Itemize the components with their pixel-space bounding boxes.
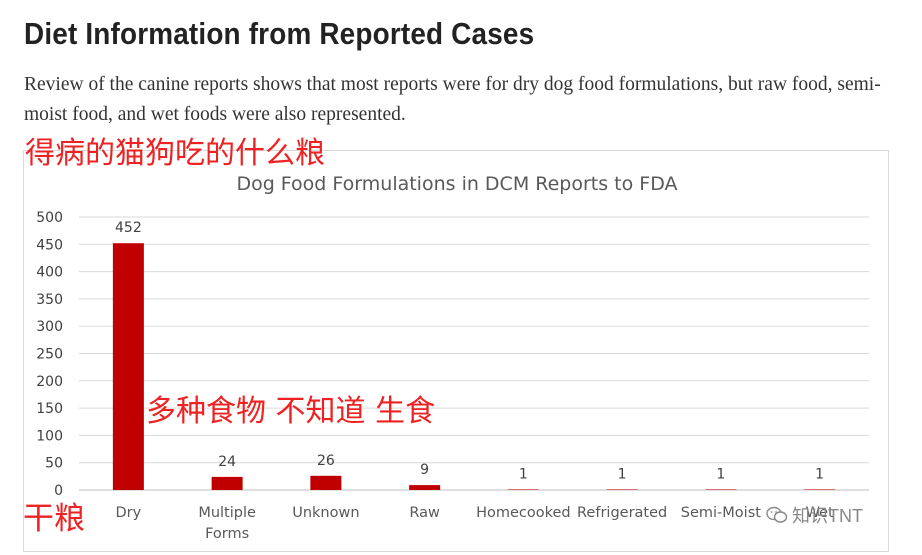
x-tick-label: Forms (205, 526, 249, 542)
annotation-category-labels: 多种食物 不知道 生食 (146, 394, 436, 429)
x-tick-label: Unknown (292, 505, 359, 521)
watermark-text: 知识TNT (792, 506, 863, 526)
y-tick-label: 450 (36, 237, 63, 253)
data-label: 24 (218, 454, 236, 470)
watermark: 知识TNT (766, 502, 863, 528)
chart-frame: Dog Food Formulations in DCM Reports to … (23, 150, 889, 552)
x-tick-label: Wet (806, 505, 834, 521)
data-label: 26 (317, 453, 335, 469)
x-tick-label: Multiple (198, 505, 256, 521)
article-heading: Diet Information from Reported Cases (24, 16, 535, 51)
y-tick-label: 300 (36, 319, 63, 335)
bar-raw (409, 485, 441, 490)
y-tick-label: 50 (45, 456, 63, 472)
bar-homecooked (507, 489, 539, 490)
bar-multiple-forms (211, 476, 243, 490)
bar-refrigerated (606, 489, 638, 490)
wechat-icon (766, 506, 788, 523)
data-label: 1 (716, 466, 725, 482)
data-label: 1 (618, 466, 627, 482)
x-tick-label: Dry (116, 505, 142, 521)
bar-dry (112, 243, 144, 490)
article-intro: Review of the canine reports shows that … (24, 74, 881, 125)
annotation-dry-food: 干粮 (23, 501, 85, 537)
x-tick-label: Refrigerated (577, 505, 667, 521)
data-label: 1 (519, 466, 528, 482)
annotation-diet-question: 得病的猫狗吃的什么粮 (25, 136, 325, 171)
x-tick-label: Homecooked (476, 505, 571, 521)
y-tick-label: 0 (54, 483, 63, 499)
y-tick-label: 400 (36, 265, 63, 281)
data-label: 9 (420, 462, 429, 478)
bar-unknown (310, 475, 342, 490)
y-tick-label: 150 (36, 401, 63, 417)
y-tick-label: 100 (36, 428, 63, 444)
chart-title: Dog Food Formulations in DCM Reports to … (236, 173, 677, 195)
x-tick-label: Raw (409, 505, 440, 521)
data-label: 1 (815, 466, 824, 482)
y-tick-label: 250 (36, 347, 63, 363)
y-tick-label: 350 (36, 292, 63, 308)
bar-chart: Dog Food Formulations in DCM Reports to … (36, 173, 869, 542)
x-tick-label: Semi-Moist (681, 505, 761, 521)
data-label: 452 (115, 220, 142, 236)
y-tick-label: 200 (36, 374, 63, 390)
y-tick-label: 500 (36, 210, 63, 226)
bar-wet (804, 489, 836, 490)
bar-semi-moist (705, 489, 737, 490)
